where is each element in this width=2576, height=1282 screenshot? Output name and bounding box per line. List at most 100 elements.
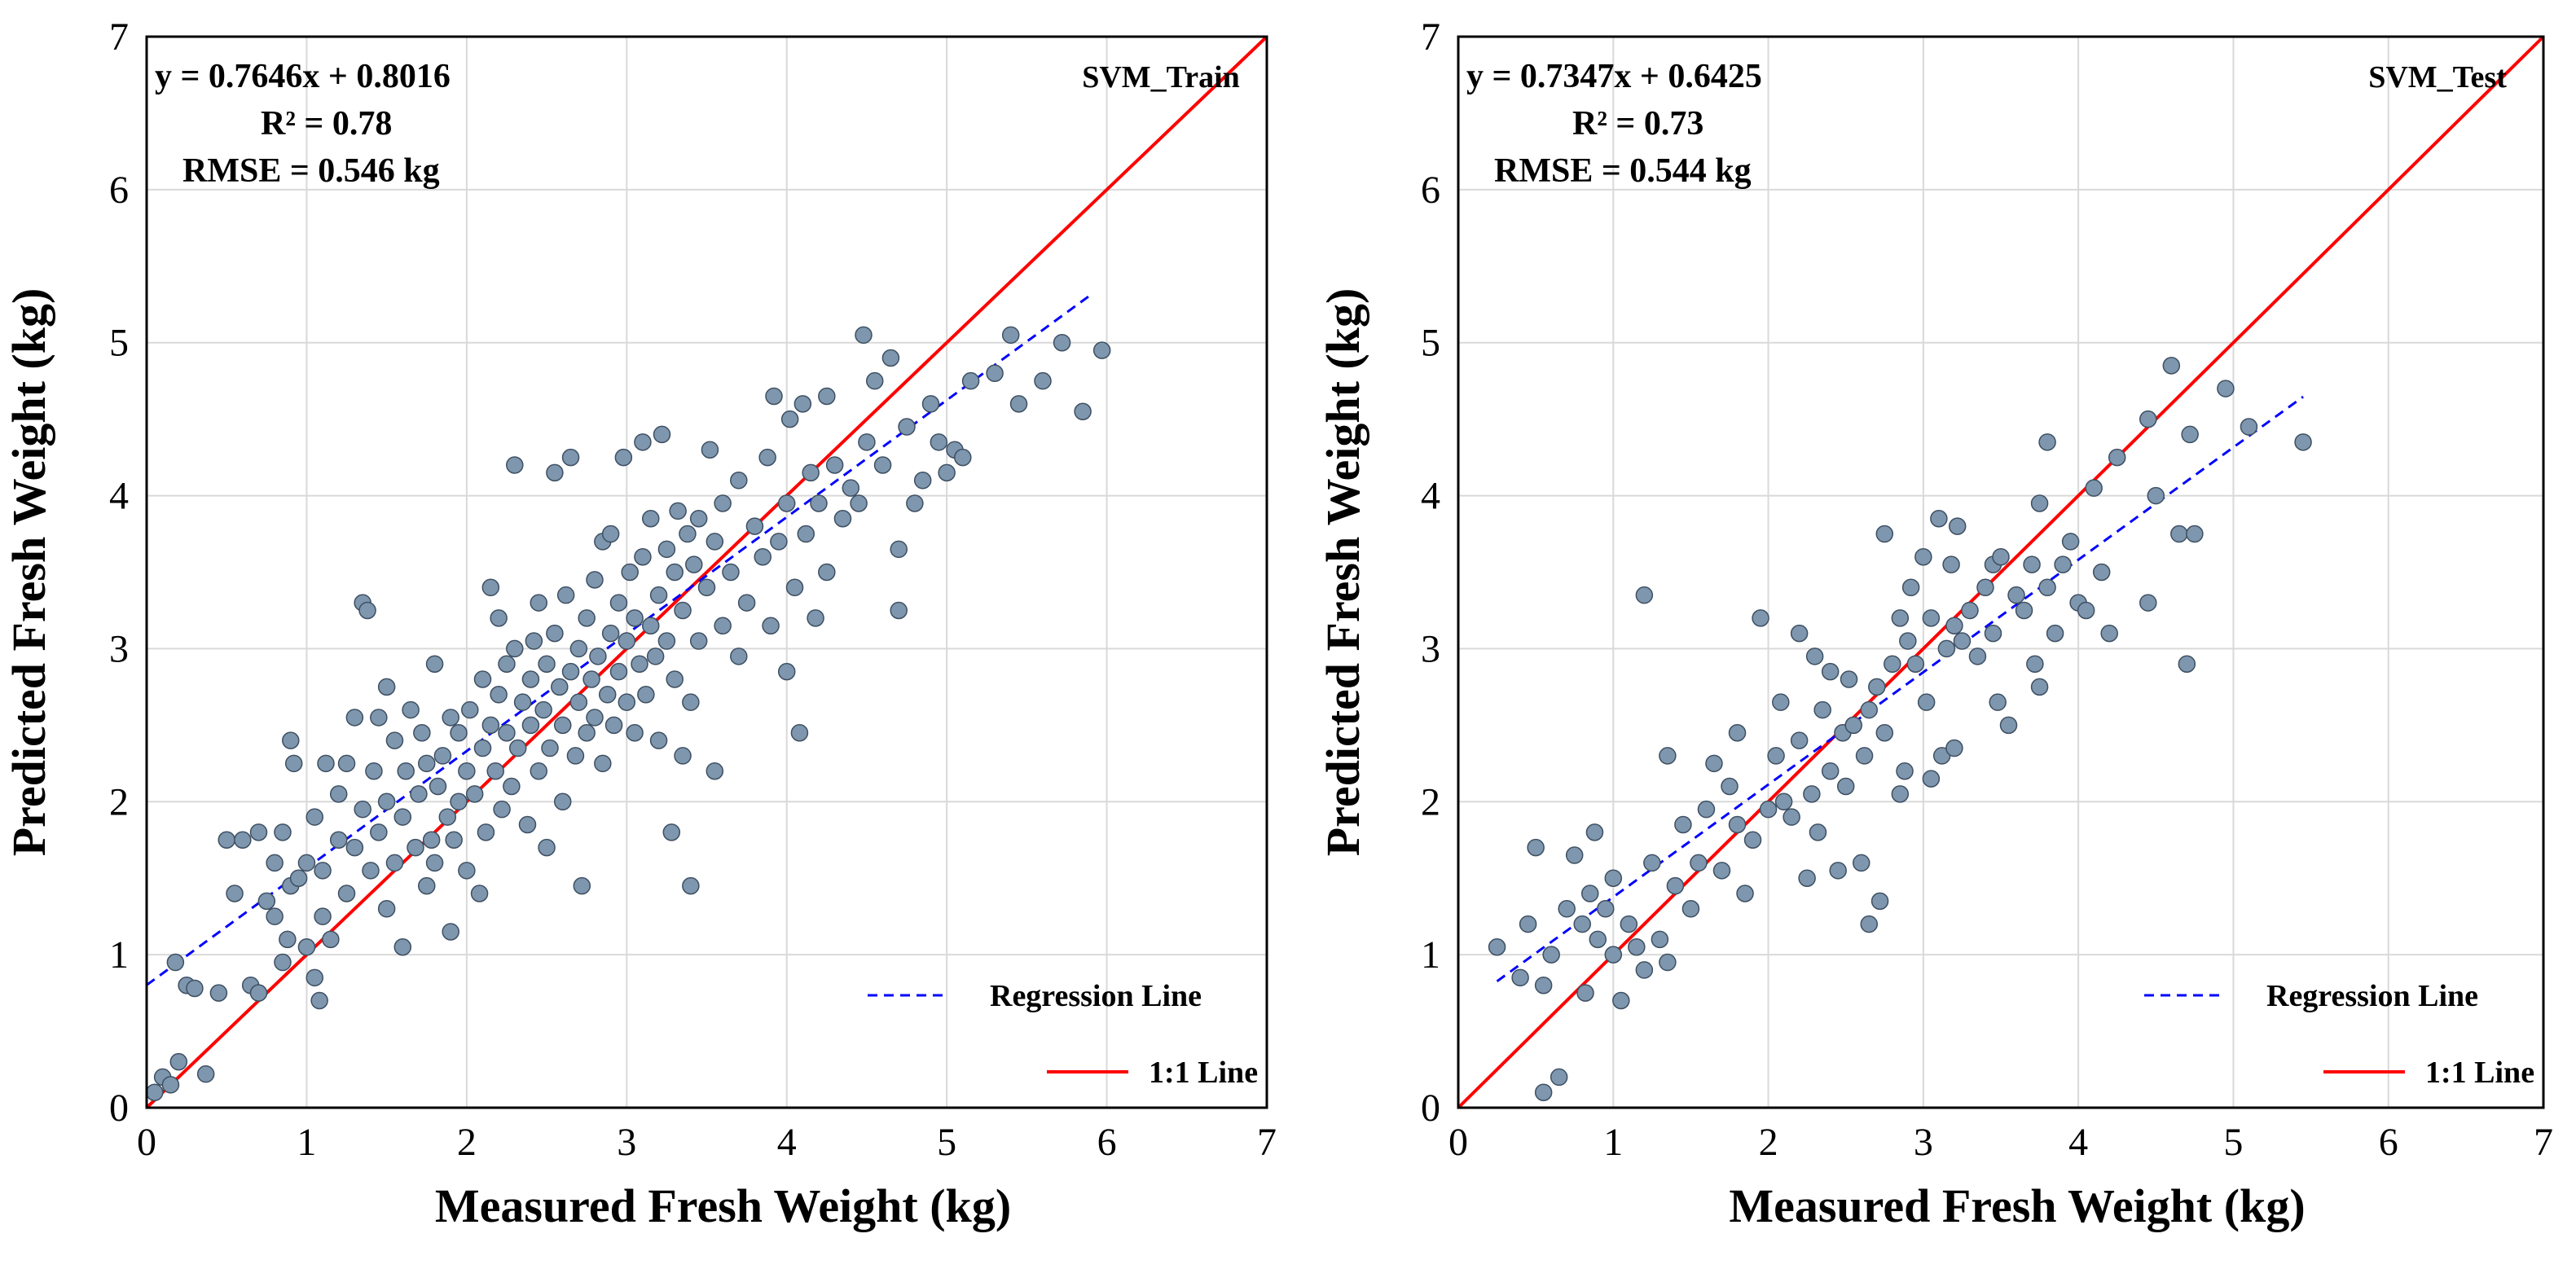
data-point bbox=[1945, 617, 1963, 634]
data-point bbox=[669, 502, 687, 520]
data-point bbox=[986, 364, 1004, 383]
data-point bbox=[442, 709, 459, 727]
data-point bbox=[161, 1076, 180, 1094]
data-point bbox=[481, 578, 500, 597]
regression-equation: y = 0.7646x + 0.8016 bbox=[155, 58, 451, 95]
model-tag: SVM_Train bbox=[1082, 60, 1240, 94]
data-point bbox=[418, 876, 436, 895]
data-point bbox=[1860, 915, 1879, 933]
data-point bbox=[422, 831, 441, 849]
gridlines bbox=[1458, 37, 2543, 1108]
data-point bbox=[2026, 655, 2044, 673]
data-point bbox=[1053, 333, 1071, 352]
data-point bbox=[1736, 885, 1754, 902]
data-point bbox=[289, 869, 308, 887]
data-point bbox=[345, 838, 364, 857]
one-to-one-line bbox=[145, 35, 1268, 1109]
data-point bbox=[521, 670, 540, 688]
regression-line bbox=[1496, 395, 2304, 983]
data-point bbox=[310, 991, 328, 1010]
data-point bbox=[234, 831, 252, 849]
y-tick-label: 6 bbox=[1421, 169, 1440, 212]
x-tick-labels: 0 1 2 3 4 5 6 7 bbox=[1448, 1121, 2553, 1164]
data-point bbox=[706, 533, 724, 551]
data-point bbox=[2240, 418, 2258, 436]
data-point bbox=[1945, 739, 1963, 757]
data-point bbox=[1534, 976, 1553, 994]
data-point bbox=[679, 525, 697, 543]
data-point bbox=[1620, 915, 1638, 933]
data-point bbox=[196, 1065, 215, 1083]
data-point bbox=[780, 410, 799, 428]
data-point bbox=[833, 510, 852, 528]
data-point bbox=[397, 762, 415, 780]
data-point bbox=[770, 533, 788, 551]
data-point bbox=[730, 648, 748, 665]
data-point bbox=[413, 724, 431, 742]
data-point bbox=[1674, 815, 1692, 834]
data-point bbox=[2217, 380, 2235, 397]
data-point bbox=[1914, 547, 1932, 566]
y-tick-label: 5 bbox=[109, 322, 129, 365]
data-point bbox=[657, 540, 676, 559]
data-point bbox=[2186, 525, 2204, 543]
data-point bbox=[266, 854, 284, 872]
data-point bbox=[566, 747, 585, 765]
data-point bbox=[481, 716, 500, 735]
data-point bbox=[337, 754, 356, 773]
r-squared-label: R² = 0.78 bbox=[261, 105, 392, 143]
data-point bbox=[1840, 670, 1858, 688]
data-point bbox=[506, 456, 524, 474]
data-point bbox=[377, 678, 396, 696]
data-point bbox=[433, 747, 452, 765]
data-point bbox=[961, 371, 980, 390]
data-point bbox=[553, 716, 572, 735]
data-point bbox=[2100, 624, 2118, 643]
chart-panel-train: 0 1 2 3 4 5 6 7 0 1 2 3 4 5 6 7 Measured Fresh Weight … bbox=[2, 15, 1277, 1232]
data-point bbox=[790, 724, 809, 742]
data-point bbox=[666, 670, 684, 688]
data-point bbox=[425, 854, 444, 872]
data-point bbox=[393, 808, 412, 826]
data-point bbox=[1580, 885, 1599, 902]
plot-frame bbox=[1457, 35, 2545, 1109]
data-point bbox=[1034, 371, 1052, 390]
data-point bbox=[1875, 724, 1894, 742]
data-point bbox=[314, 907, 332, 925]
data-point bbox=[601, 624, 620, 643]
data-point bbox=[1868, 678, 1886, 696]
data-point bbox=[1884, 655, 1901, 673]
one-to-one-line bbox=[1457, 35, 2545, 1109]
data-point bbox=[737, 594, 756, 612]
data-point bbox=[762, 617, 780, 634]
data-point bbox=[714, 617, 732, 634]
data-point bbox=[425, 655, 444, 673]
data-point bbox=[777, 662, 796, 681]
data-point bbox=[226, 885, 244, 902]
data-point bbox=[297, 938, 316, 956]
data-point bbox=[604, 716, 623, 735]
data-point bbox=[569, 639, 588, 658]
data-point bbox=[410, 785, 428, 803]
data-point bbox=[666, 563, 684, 582]
data-point bbox=[551, 678, 569, 696]
data-point bbox=[1953, 632, 1972, 650]
data-point bbox=[556, 586, 575, 604]
data-point bbox=[1697, 800, 1716, 819]
data-point bbox=[810, 494, 828, 512]
y-tick-label: 7 bbox=[1421, 15, 1440, 59]
data-point bbox=[546, 463, 564, 482]
data-point bbox=[689, 632, 708, 650]
data-point bbox=[358, 601, 376, 620]
data-point bbox=[561, 662, 580, 681]
data-point bbox=[377, 792, 396, 811]
data-point bbox=[1809, 823, 1827, 841]
data-point bbox=[1937, 639, 1956, 658]
data-point bbox=[2054, 555, 2072, 573]
data-point bbox=[530, 762, 547, 780]
data-point bbox=[477, 823, 495, 841]
data-point bbox=[706, 762, 724, 780]
data-point bbox=[714, 494, 732, 512]
data-point bbox=[1790, 731, 1809, 749]
data-point bbox=[890, 540, 908, 559]
